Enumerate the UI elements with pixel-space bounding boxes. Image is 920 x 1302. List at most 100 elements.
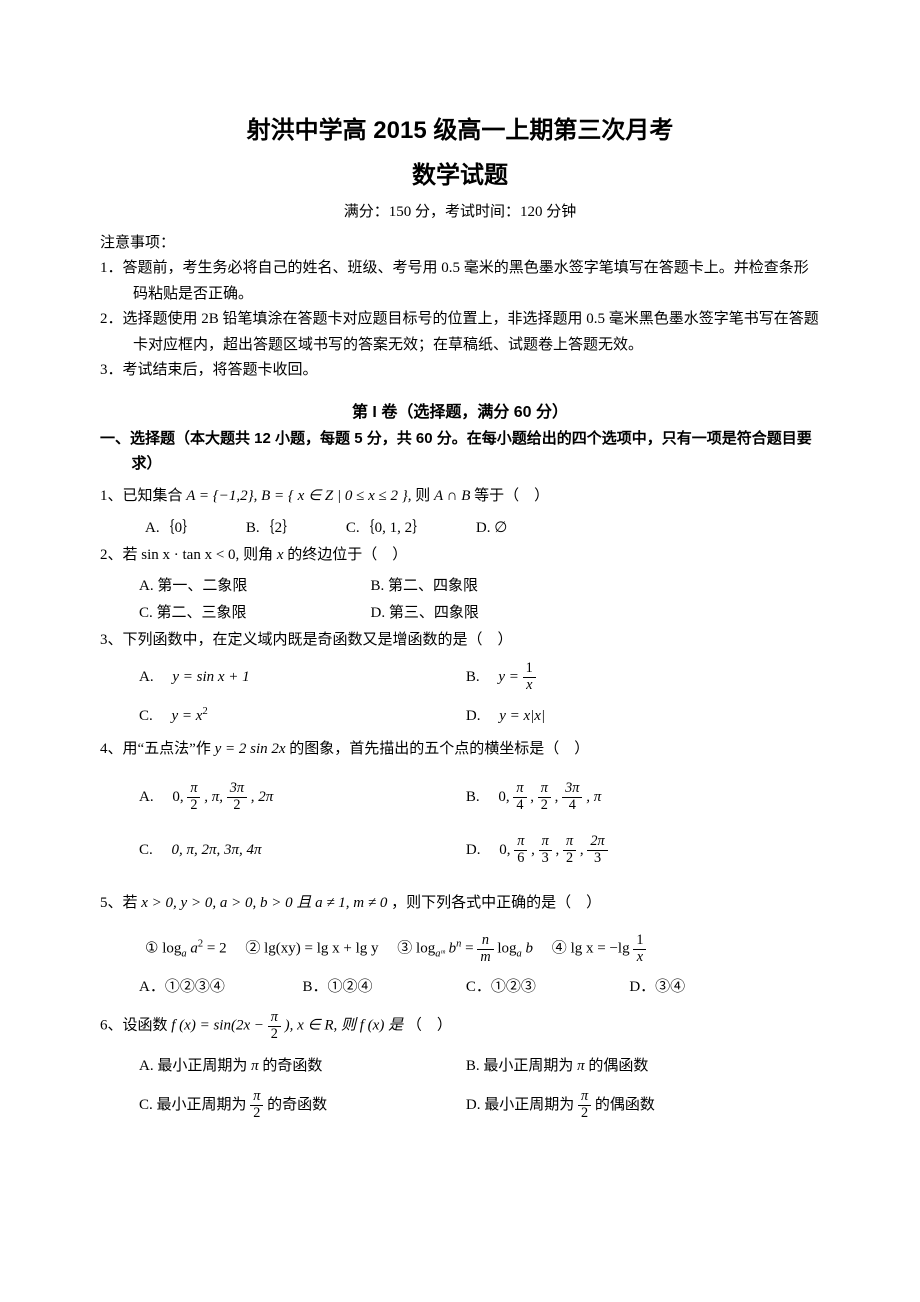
- q4-a-f1d: 2: [187, 798, 200, 814]
- q2-stem-c: 的终边位于（ ）: [287, 547, 407, 563]
- q2-options: A. 第一、二象限 B. 第二、四象限 C. 第二、三象限 D. 第三、四象限: [100, 573, 820, 627]
- q4-d-f3d: 2: [563, 851, 576, 867]
- q1-opt-a: A.｛0｝: [145, 520, 197, 536]
- q5-f3-den: m: [477, 950, 493, 966]
- q6-a-post: 的奇函数: [262, 1058, 322, 1074]
- q5-f3-sup: n: [456, 939, 461, 950]
- q6-b-post: 的偶函数: [588, 1058, 648, 1074]
- question-3: 3、下列函数中，在定义域内既是奇函数又是增函数的是（ ）: [100, 627, 820, 654]
- q4-a-f2d: 2: [227, 798, 247, 814]
- q5-opt-c: C．①②③: [466, 975, 629, 996]
- q5-f1-rhs: = 2: [207, 941, 227, 957]
- q4-d-f4d: 3: [587, 851, 607, 867]
- q4-d-f3n: π: [563, 834, 576, 851]
- q3-b-pre: B.: [466, 669, 495, 685]
- part-1-head: 一、选择题（本大题共 12 小题，每题 5 分，共 60 分。在每小题给出的四个…: [100, 426, 820, 477]
- q5-f3-eq: =: [465, 941, 477, 957]
- q3-d-expr: y = x|x|: [499, 708, 545, 724]
- q4-d-f2n: π: [539, 834, 552, 851]
- q5-f4-pre: ④: [537, 941, 571, 957]
- q5-stem-a: 5、若: [100, 895, 141, 911]
- q5-opt-b: B．①②④: [302, 975, 465, 996]
- q4-b-c2: ,: [555, 789, 563, 805]
- q4-c-expr: 0, π, 2π, 3π, 4π: [172, 842, 262, 858]
- q1-stem-b: 则: [415, 488, 434, 504]
- q5-f3-c: log: [497, 941, 516, 957]
- q5-formulas: ① loga a2 = 2 ② lg(xy) = lg x + lg y ③ l…: [100, 933, 820, 965]
- q5-f1-b: a: [181, 949, 186, 960]
- q4-a-pre: A.: [139, 789, 169, 805]
- question-6: 6、设函数 f (x) = sin(2x − π2 ), x ∈ R, 则 f …: [100, 1010, 820, 1042]
- q5-stem-b: ，则下列各式中正确的是（ ）: [391, 895, 601, 911]
- q2-opt-b: B. 第二、四象限: [371, 573, 643, 600]
- q5-f3-sub2: a: [517, 949, 522, 960]
- q5-f4-den: x: [633, 950, 646, 966]
- q3-opt-c: C. y = x2: [139, 697, 466, 736]
- q2-stem-b: 则角: [243, 547, 277, 563]
- q2-opt-d: D. 第三、四象限: [371, 600, 643, 627]
- q4-d-f4n: 2π: [587, 834, 607, 851]
- q4-b-f3n: 3π: [562, 781, 582, 798]
- q6-num: π: [268, 1010, 281, 1027]
- q5-f3-b: b: [449, 941, 457, 957]
- q4-d-0: 0,: [499, 842, 514, 858]
- q6-d-pre: D. 最小正周期为: [466, 1097, 578, 1113]
- q4-d-pre: D.: [466, 842, 496, 858]
- q4-d-c2: ,: [556, 842, 564, 858]
- q4-b-f2d: 2: [538, 798, 551, 814]
- q4-d-c3: ,: [580, 842, 588, 858]
- q1-sets: A = {−1,2}, B = { x ∈ Z | 0 ≤ x ≤ 2 },: [186, 488, 411, 504]
- q3-a-expr: y = sin x + 1: [172, 669, 249, 685]
- q3-c-pre: C.: [139, 708, 168, 724]
- q3-opt-d: D. y = x|x|: [466, 697, 793, 736]
- q6-c-num: π: [250, 1089, 263, 1106]
- q4-d-f1d: 6: [514, 851, 527, 867]
- q4-b-c1: ,: [530, 789, 538, 805]
- q6-opt-a: A. 最小正周期为 π 的奇函数: [139, 1047, 466, 1086]
- q4-opt-a: A. 0, π2 , π, 3π2 , 2π: [139, 771, 466, 824]
- q1-stem-a: 1、已知集合: [100, 488, 186, 504]
- q4-opt-d: D. 0, π6 , π3 , π2 , 2π3: [466, 824, 793, 877]
- q3-opt-b: B. y = 1x: [466, 658, 793, 697]
- q5-f4-a: lg x = −lg: [571, 941, 634, 957]
- title-line1: 射洪中学高 2015 级高一上期第三次月考: [100, 110, 820, 145]
- q5-options: A．①②③④ B．①②④ C．①②③ D．③④: [100, 975, 820, 996]
- q6-c-post: 的奇函数: [267, 1097, 327, 1113]
- q4-a-f2n: 3π: [227, 781, 247, 798]
- q4-d-f1n: π: [514, 834, 527, 851]
- q1-inter: A ∩ B: [434, 488, 470, 504]
- title-line2: 数学试题: [100, 155, 820, 190]
- q6-b-pi: π: [577, 1058, 585, 1074]
- q5-f1-pre: ①: [145, 941, 162, 957]
- q5-opt-d: D．③④: [629, 975, 792, 996]
- q6-opt-c: C. 最小正周期为 π2 的奇函数: [139, 1086, 466, 1125]
- q5-f3-d: b: [526, 941, 534, 957]
- q4-opt-c: C. 0, π, 2π, 3π, 4π: [139, 824, 466, 877]
- q3-options: A. y = sin x + 1 B. y = 1x C. y = x2 D. …: [100, 658, 820, 736]
- q5-f3-sub: aᵐ: [435, 949, 445, 960]
- q2-x: x: [277, 547, 284, 563]
- q4-b-f1n: π: [513, 781, 526, 798]
- q6-d-den: 2: [578, 1106, 591, 1122]
- q5-f4-num: 1: [633, 933, 646, 950]
- q6-opt-b: B. 最小正周期为 π 的偶函数: [466, 1047, 793, 1086]
- q4-stem-b: 的图象，首先描出的五个点的横坐标是（ ）: [289, 741, 589, 757]
- question-1: 1、已知集合 A = {−1,2}, B = { x ∈ Z | 0 ≤ x ≤…: [100, 483, 820, 510]
- q3-d-pre: D.: [466, 708, 496, 724]
- notice-2: 2．选择题使用 2B 铅笔填涂在答题卡对应题目标号的位置上，非选择题用 0.5 …: [100, 307, 820, 358]
- q2-stem-a: 2、若: [100, 547, 141, 563]
- q6-d-post: 的偶函数: [595, 1097, 655, 1113]
- q4-b-f1d: 4: [513, 798, 526, 814]
- q3-opt-a: A. y = sin x + 1: [139, 658, 466, 697]
- q1-opt-d: D. ∅: [476, 520, 507, 536]
- q3-a-pre: A.: [139, 669, 169, 685]
- q4-func: y = 2 sin 2x: [215, 741, 286, 757]
- notice-1: 1．答题前，考生务必将自己的姓名、班级、考号用 0.5 毫米的黑色墨水签字笔填写…: [100, 256, 820, 307]
- q5-cond: x > 0, y > 0, a > 0, b > 0 且 a ≠ 1, m ≠ …: [141, 895, 387, 911]
- notice-3: 3．考试结束后，将答题卡收回。: [100, 358, 820, 384]
- question-4: 4、用“五点法”作 y = 2 sin 2x 的图象，首先描出的五个点的横坐标是…: [100, 736, 820, 763]
- q3-c-expr: y = x: [172, 708, 203, 724]
- q6-stem-b: （ ）: [407, 1018, 452, 1034]
- q3-b-num: 1: [523, 661, 536, 678]
- q6-a-pi: π: [251, 1058, 259, 1074]
